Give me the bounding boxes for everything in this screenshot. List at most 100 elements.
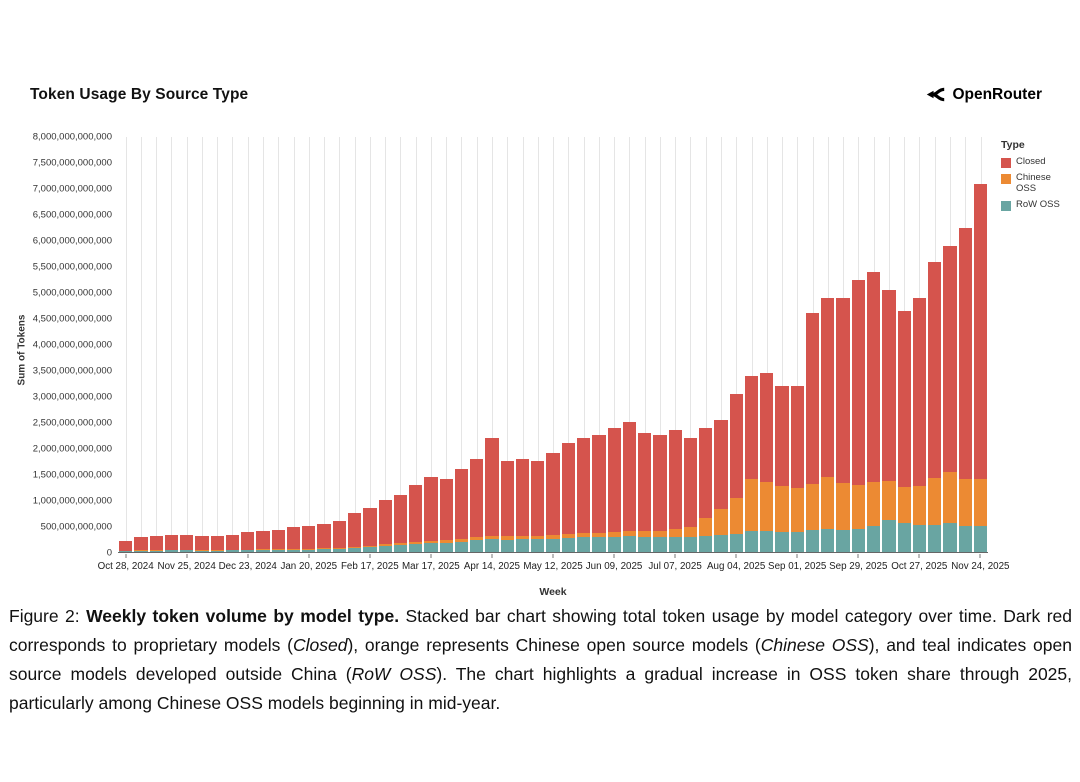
bar-segment-row-oss xyxy=(790,532,804,552)
bar-segment-row-oss xyxy=(912,525,927,552)
bar-segment-chinese-oss xyxy=(897,487,911,524)
bar-segment-chinese-oss xyxy=(943,471,957,524)
bar-segment-closed xyxy=(195,536,209,551)
bar-column xyxy=(698,137,713,552)
bar-segment-chinese-oss xyxy=(454,538,469,542)
bar-segment-chinese-oss xyxy=(668,528,682,537)
bar-segment-closed xyxy=(332,520,346,548)
bar-column xyxy=(301,137,316,552)
bar-segment-closed xyxy=(668,430,682,529)
caption-text-2: ), orange represents Chinese open source… xyxy=(347,635,761,655)
x-axis-title: Week xyxy=(539,586,567,598)
vertical-gridline xyxy=(461,137,463,552)
bar-column xyxy=(240,137,255,552)
bar-segment-chinese-oss xyxy=(714,509,728,536)
bar-segment-row-oss xyxy=(729,533,743,552)
vertical-gridline xyxy=(522,137,524,552)
legend-item: RoW OSS xyxy=(1001,199,1075,211)
bar-column xyxy=(439,137,454,552)
bar-segment-closed xyxy=(439,479,453,541)
y-tick-label: 6,500,000,000,000 xyxy=(32,209,112,221)
bar-stack xyxy=(256,137,270,552)
bar-column xyxy=(255,137,270,552)
bar-stack xyxy=(607,137,621,552)
bar-stack xyxy=(164,137,179,552)
bar-column xyxy=(545,137,560,552)
vertical-gridline xyxy=(797,137,799,552)
bar-segment-chinese-oss xyxy=(607,531,621,537)
bar-segment-chinese-oss xyxy=(363,545,377,548)
bar-segment-row-oss xyxy=(683,537,698,552)
bar-segment-row-oss xyxy=(164,550,179,552)
bar-segment-closed xyxy=(500,461,514,537)
bar-segment-closed xyxy=(149,536,163,551)
bar-stack xyxy=(302,137,316,552)
bar-column xyxy=(194,137,209,552)
vertical-gridline xyxy=(400,137,402,552)
bar-segment-row-oss xyxy=(882,519,896,552)
vertical-gridline xyxy=(125,137,127,552)
bar-column xyxy=(286,137,301,552)
bar-segment-closed xyxy=(561,443,575,535)
bar-stack xyxy=(714,137,728,552)
bar-column xyxy=(408,137,423,552)
bar-stack xyxy=(500,137,514,552)
legend-item: Closed xyxy=(1001,156,1075,168)
bar-stack xyxy=(653,137,667,552)
bar-segment-closed xyxy=(653,435,667,531)
vertical-gridline xyxy=(476,137,478,552)
bar-segment-chinese-oss xyxy=(271,549,285,550)
bar-stack xyxy=(378,137,392,552)
bar-segment-closed xyxy=(912,297,927,487)
y-tick-label: 6,000,000,000,000 xyxy=(32,235,112,247)
bar-segment-closed xyxy=(592,435,606,533)
bar-segment-chinese-oss xyxy=(561,534,575,538)
bar-segment-closed xyxy=(317,523,331,549)
bar-segment-row-oss xyxy=(149,550,163,552)
bar-stack xyxy=(317,137,331,552)
bar-segment-row-oss xyxy=(714,535,728,552)
bar-segment-closed xyxy=(928,261,942,478)
bar-segment-chinese-oss xyxy=(500,536,514,540)
vertical-gridline xyxy=(308,137,310,552)
bar-segment-row-oss xyxy=(119,550,133,552)
y-tick-label: 1,500,000,000,000 xyxy=(32,469,112,481)
bar-segment-chinese-oss xyxy=(317,548,331,550)
y-tick-label: 3,500,000,000,000 xyxy=(32,365,112,377)
x-tick-mark xyxy=(491,554,493,558)
plot-area xyxy=(118,137,988,553)
bar-segment-row-oss xyxy=(653,537,667,552)
bar-column xyxy=(912,137,927,552)
bar-segment-chinese-oss xyxy=(805,483,820,531)
bar-segment-row-oss xyxy=(515,539,530,552)
bar-segment-closed xyxy=(897,310,911,488)
bar-stack xyxy=(271,137,285,552)
bar-column xyxy=(927,137,942,552)
bar-column xyxy=(774,137,789,552)
bar-segment-closed xyxy=(576,437,591,534)
legend-item: Chinese OSS xyxy=(1001,172,1075,195)
y-tick-label: 7,500,000,000,000 xyxy=(32,157,112,169)
bar-segment-row-oss xyxy=(699,536,713,552)
y-tick-label: 500,000,000,000 xyxy=(40,521,112,533)
y-axis-labels: 0 500,000,000,000 1,000,000,000,000 1,500,0… xyxy=(0,132,112,559)
bar-segment-closed xyxy=(302,526,316,549)
bar-segment-row-oss xyxy=(317,549,331,552)
vertical-gridline xyxy=(247,137,249,552)
bar-segment-closed xyxy=(454,469,469,539)
vertical-gridline xyxy=(766,137,768,552)
bar-segment-row-oss xyxy=(973,526,988,552)
bar-segment-chinese-oss xyxy=(424,540,438,544)
bar-segment-closed xyxy=(485,437,499,536)
bar-stack xyxy=(790,137,804,552)
bar-stack xyxy=(973,137,988,552)
bar-column xyxy=(469,137,484,552)
vertical-gridline xyxy=(186,137,188,552)
vertical-gridline xyxy=(659,137,661,552)
x-tick-mark xyxy=(674,554,676,558)
bar-segment-chinese-oss xyxy=(439,540,453,543)
bar-column xyxy=(622,137,637,552)
bar-column xyxy=(790,137,805,552)
bar-column xyxy=(210,137,225,552)
legend-title: Type xyxy=(1001,139,1025,151)
